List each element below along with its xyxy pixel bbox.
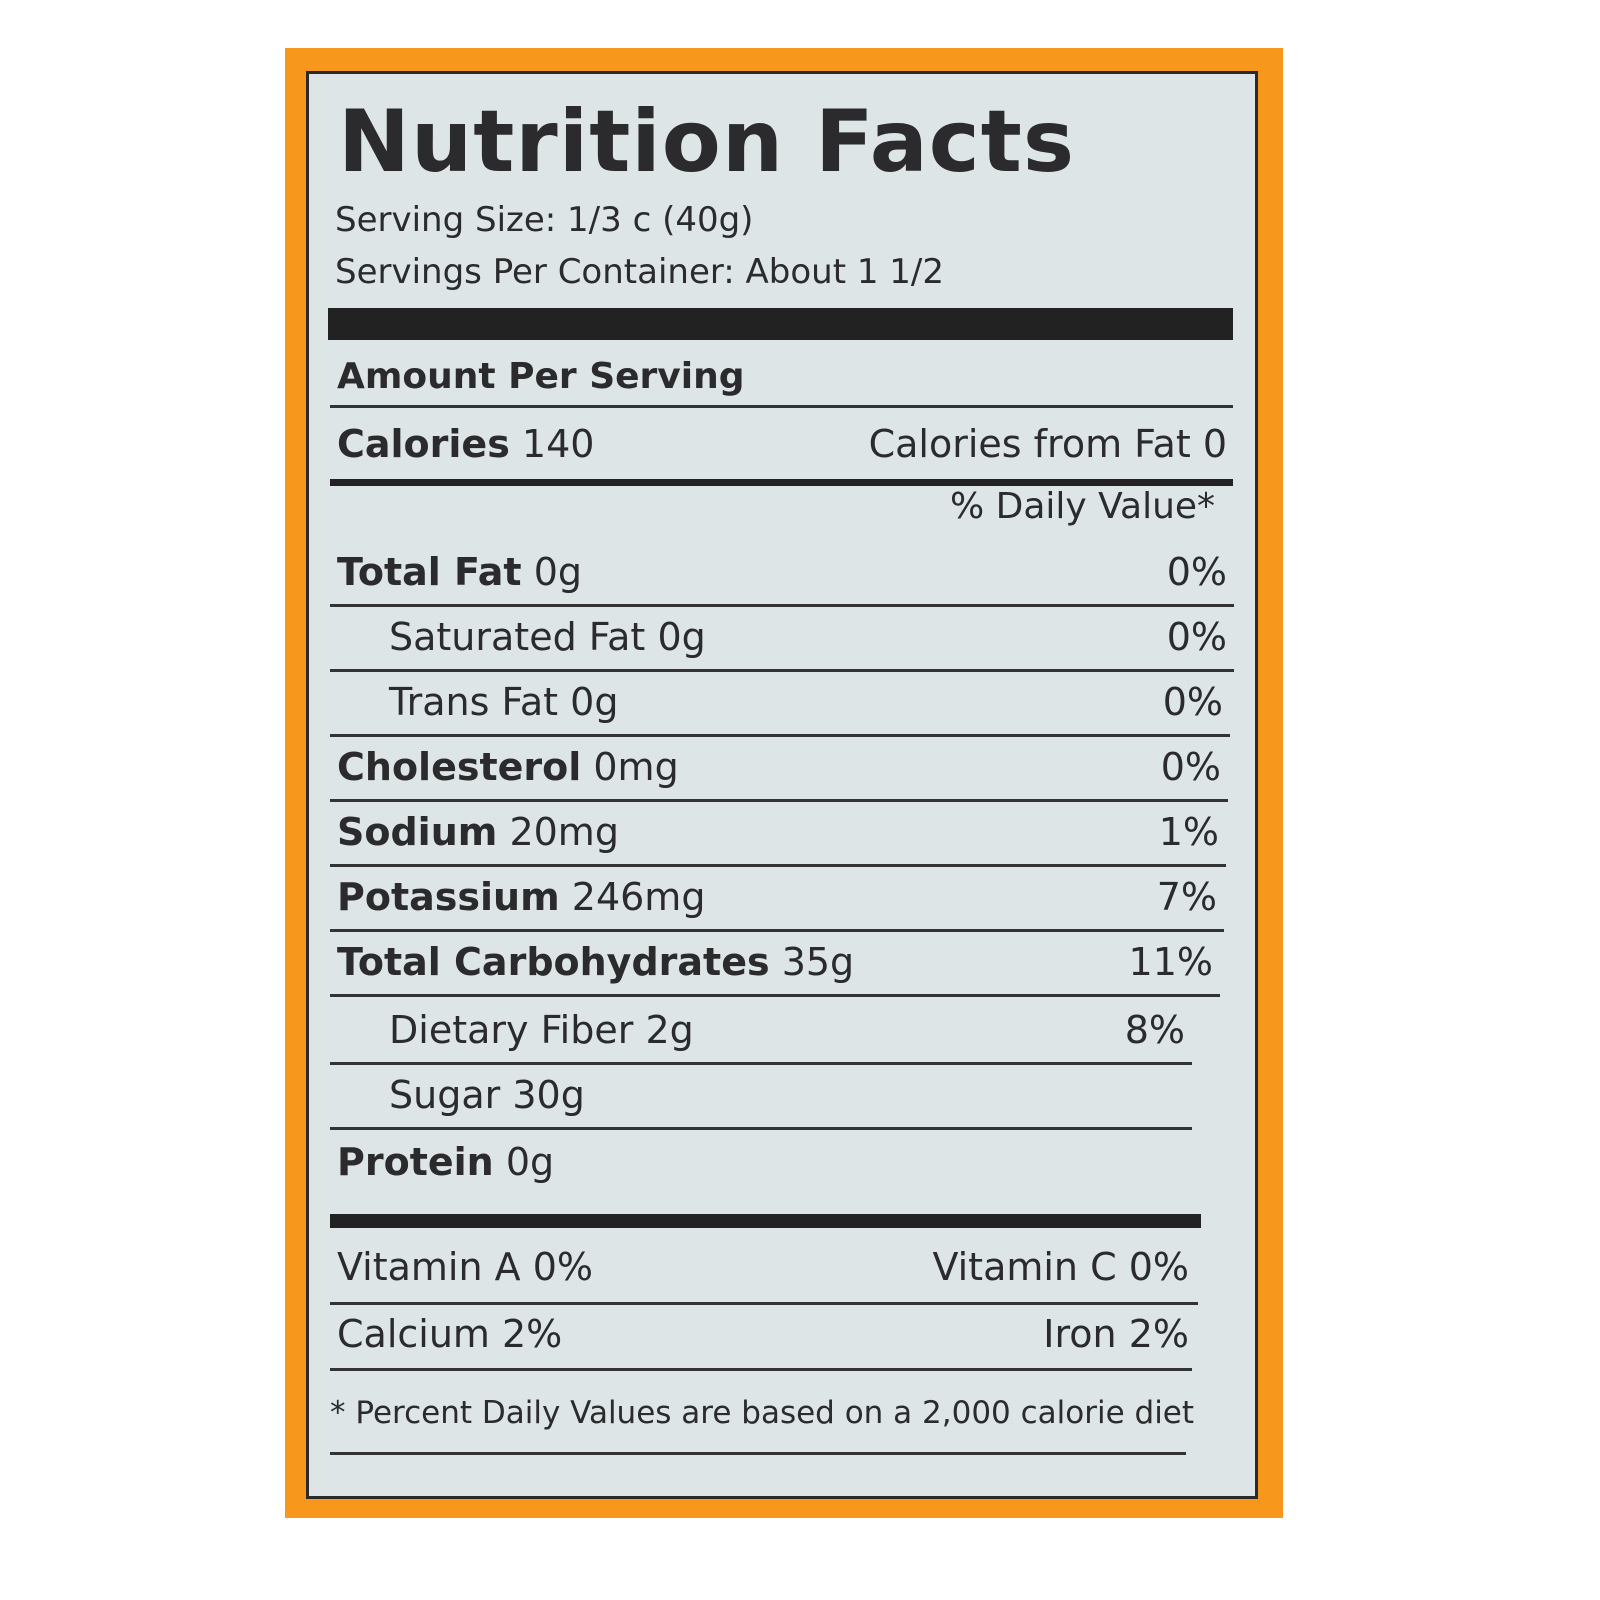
nutrient-label: Saturated Fat bbox=[389, 615, 646, 659]
divider bbox=[330, 734, 1230, 737]
nutrient-name: Sodium 20mg bbox=[337, 810, 619, 854]
nutrient-amount: 2g bbox=[645, 1008, 694, 1052]
nutrient-daily-value: 0% bbox=[1162, 680, 1223, 724]
daily-value-header: % Daily Value* bbox=[950, 486, 1216, 527]
calories-row: Calories 140 Calories from Fat 0 bbox=[337, 422, 1227, 466]
footnote: * Percent Daily Values are based on a 2,… bbox=[330, 1395, 1195, 1431]
divider bbox=[330, 405, 1233, 408]
divider bbox=[330, 604, 1234, 607]
nutrient-label: Cholesterol bbox=[337, 745, 582, 789]
divider bbox=[330, 1302, 1198, 1305]
label-title: Nutrition Facts bbox=[338, 92, 1076, 192]
iron: Iron 2% bbox=[1043, 1312, 1189, 1356]
nutrient-row: Sodium 20mg 1% bbox=[337, 810, 1219, 854]
nutrient-amount: 0g bbox=[533, 550, 582, 594]
nutrient-daily-value: 7% bbox=[1156, 875, 1217, 919]
nutrient-row: Saturated Fat 0g 0% bbox=[337, 615, 1227, 659]
calcium: Calcium 2% bbox=[337, 1312, 563, 1356]
calories-from-fat: Calories from Fat 0 bbox=[868, 422, 1227, 466]
nutrient-daily-value: 0% bbox=[1166, 550, 1227, 594]
vitamin-c: Vitamin C 0% bbox=[932, 1245, 1189, 1289]
nutrient-daily-value: 0% bbox=[1166, 615, 1227, 659]
nutrient-label: Trans Fat bbox=[389, 680, 559, 724]
nutrient-name: Cholesterol 0mg bbox=[337, 745, 679, 789]
nutrient-label: Sugar bbox=[389, 1073, 501, 1117]
nutrient-label: Sodium bbox=[337, 810, 498, 854]
nutrient-name: Dietary Fiber 2g bbox=[337, 1008, 694, 1052]
nutrient-row: Cholesterol 0mg 0% bbox=[337, 745, 1221, 789]
nutrient-label: Dietary Fiber bbox=[389, 1008, 634, 1052]
thick-divider bbox=[330, 1214, 1201, 1228]
nutrient-amount: 246mg bbox=[571, 875, 706, 919]
nutrient-label: Total Carbohydrates bbox=[337, 940, 770, 984]
nutrient-row: Total Carbohydrates 35g 11% bbox=[337, 940, 1213, 984]
nutrient-daily-value: 0% bbox=[1160, 745, 1221, 789]
vitamin-row: Vitamin A 0% Vitamin C 0% bbox=[337, 1245, 1189, 1289]
nutrient-name: Total Carbohydrates 35g bbox=[337, 940, 854, 984]
vitamin-a: Vitamin A 0% bbox=[337, 1245, 593, 1289]
nutrient-name: Saturated Fat 0g bbox=[337, 615, 706, 659]
nutrient-name: Total Fat 0g bbox=[337, 550, 582, 594]
divider bbox=[330, 1368, 1192, 1371]
divider bbox=[330, 864, 1226, 867]
nutrient-row: Total Fat 0g 0% bbox=[337, 550, 1227, 594]
nutrient-label: Total Fat bbox=[337, 550, 522, 594]
nutrient-name: Sugar 30g bbox=[337, 1073, 585, 1117]
nutrient-row: Protein 0g bbox=[337, 1140, 1185, 1184]
nutrient-amount: 20mg bbox=[509, 810, 619, 854]
mineral-row: Calcium 2% Iron 2% bbox=[337, 1312, 1189, 1356]
nutrient-name: Potassium 246mg bbox=[337, 875, 705, 919]
nutrient-row: Trans Fat 0g 0% bbox=[337, 680, 1223, 724]
calories-label: Calories bbox=[337, 422, 510, 466]
nutrient-amount: 0g bbox=[570, 680, 619, 724]
thick-divider bbox=[328, 308, 1233, 340]
serving-size: Serving Size: 1/3 c (40g) bbox=[335, 200, 754, 240]
nutrient-daily-value: 1% bbox=[1158, 810, 1219, 854]
servings-per-container: Servings Per Container: About 1 1/2 bbox=[335, 252, 944, 292]
nutrient-daily-value: 11% bbox=[1128, 940, 1213, 984]
nutrient-amount: 0mg bbox=[593, 745, 679, 789]
amount-per-serving: Amount Per Serving bbox=[337, 356, 745, 397]
nutrient-amount: 30g bbox=[512, 1073, 585, 1117]
nutrient-amount: 0g bbox=[657, 615, 706, 659]
divider bbox=[330, 929, 1224, 932]
calories-value: 140 bbox=[521, 422, 595, 466]
divider bbox=[330, 799, 1228, 802]
divider bbox=[330, 1127, 1192, 1130]
nutrient-daily-value: 8% bbox=[1124, 1008, 1185, 1052]
nutrient-name: Protein 0g bbox=[337, 1140, 554, 1184]
nutrient-name: Trans Fat 0g bbox=[337, 680, 618, 724]
nutrient-amount: 0g bbox=[505, 1140, 555, 1184]
divider bbox=[330, 669, 1234, 672]
nutrient-label: Protein bbox=[337, 1140, 494, 1184]
divider bbox=[330, 994, 1220, 997]
divider bbox=[330, 1062, 1192, 1065]
medium-divider bbox=[330, 479, 1233, 486]
nutrient-label: Potassium bbox=[337, 875, 560, 919]
nutrient-row: Dietary Fiber 2g 8% bbox=[337, 1008, 1185, 1052]
nutrient-amount: 35g bbox=[781, 940, 855, 984]
nutrient-row: Sugar 30g bbox=[337, 1073, 1185, 1117]
divider bbox=[330, 1452, 1186, 1455]
nutrient-row: Potassium 246mg 7% bbox=[337, 875, 1217, 919]
